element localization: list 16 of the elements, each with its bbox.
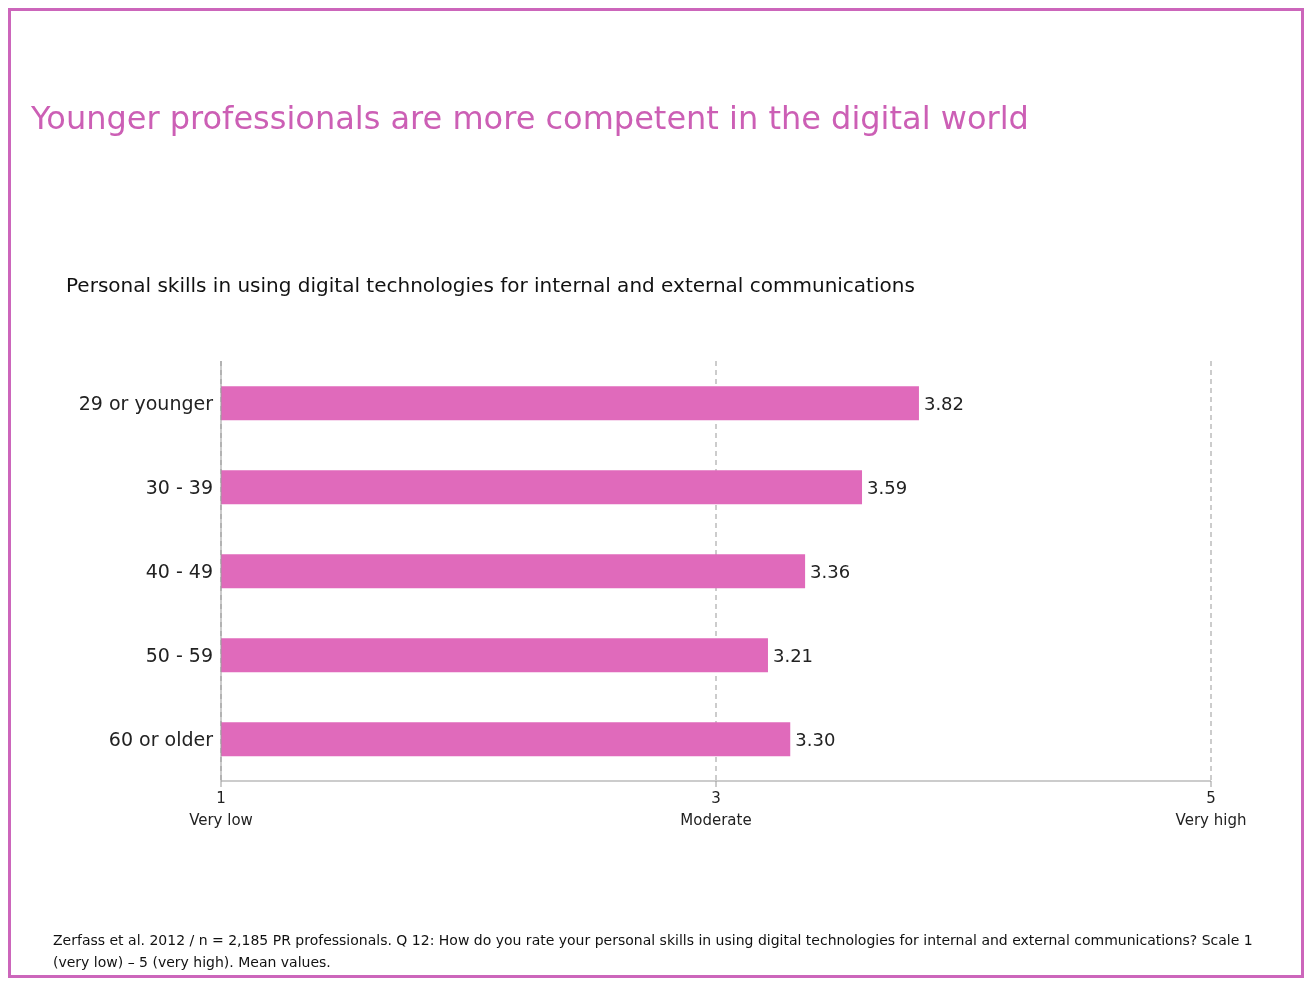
y-tick-label: 29 or younger: [78, 391, 214, 414]
y-tick-label: 40 - 49: [145, 559, 213, 582]
y-tick-label: 60 or older: [108, 727, 214, 750]
x-tick-label: 3 Moderate: [680, 789, 752, 829]
data-label: 3.36: [810, 560, 851, 582]
data-label: 3.21: [772, 644, 814, 666]
x-tick-label: 5 Very high: [1175, 789, 1247, 829]
data-label: 3.30: [795, 728, 836, 750]
chart-title: Younger professionals are more competent in the digital world: [31, 99, 1029, 137]
y-tick-label: 50 - 59: [145, 643, 213, 666]
y-tick-label: 30 - 39: [145, 475, 213, 498]
data-label: 3.82: [923, 392, 965, 414]
x-tick-label: 1 Very low: [189, 789, 253, 829]
chart-subtitle: Personal skills in using digital technologies for internal and external communications: [66, 273, 915, 297]
text: Zerfass et al. 2012 / n = 2,185 PR professionals. Q 12: How do you rate your personal skills in using digital technologies for internal and external communications? Scale 1 (very low) – 5 (very high). Mean values.: [53, 931, 1253, 972]
data-label: 3.59: [867, 476, 908, 498]
